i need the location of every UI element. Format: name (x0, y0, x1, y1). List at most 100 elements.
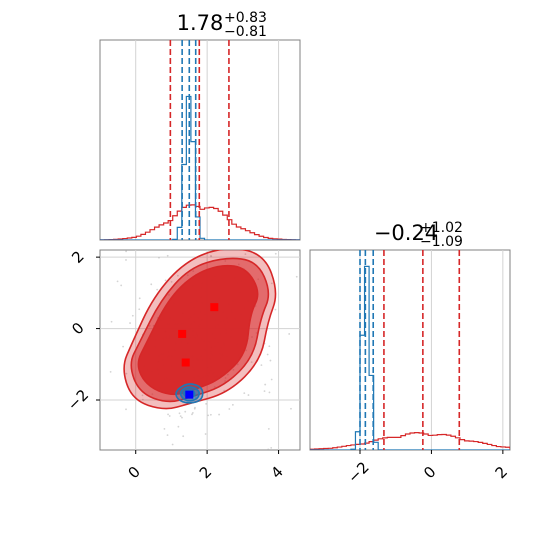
joint-sample-point (188, 247, 190, 249)
marginal-y-tick-label: −2 (344, 458, 372, 486)
joint-sample-point (138, 297, 141, 300)
joint-sample-point (209, 255, 212, 257)
joint-sample-point (270, 378, 273, 381)
joint-sample-point (205, 402, 208, 405)
joint-sample-point (179, 415, 182, 418)
marginal-y-narrow-histogram (310, 265, 510, 450)
joint-sample-point (263, 390, 266, 393)
joint-sample-point (266, 353, 269, 356)
marginal-y-tick-label: 0 (420, 463, 439, 482)
joint-sample-point (191, 413, 193, 416)
joint-broad-contour (137, 264, 259, 396)
marginal-y-median: −0.24 (374, 221, 438, 245)
joint-sample-point (166, 254, 169, 257)
joint-sample-point (93, 501, 95, 503)
joint-sample-point (295, 275, 298, 278)
joint-sample-point (172, 453, 174, 455)
marginal-panel-y: −2 0 2 −0.24 +1.02 −1.09 (309, 220, 511, 487)
joint-sample-point (233, 243, 235, 245)
marginal-x-median: 1.78 (177, 11, 224, 35)
marginal-x-title: 1.78 (177, 11, 224, 35)
joint-broad-marker (178, 329, 187, 338)
joint-sample-point (168, 415, 171, 417)
joint-narrow-marker (185, 390, 194, 399)
joint-sample-point (247, 394, 250, 396)
joint-sample-point (207, 414, 210, 417)
joint-content (123, 250, 277, 410)
joint-sample-point (125, 408, 127, 411)
joint-x-tick-label: 4 (267, 463, 286, 482)
joint-sample-point (122, 345, 125, 348)
joint-sample-point (209, 413, 212, 416)
joint-sample-point (156, 288, 159, 291)
joint-sample-point (288, 333, 291, 335)
joint-sample-point (250, 361, 253, 364)
joint-sample-point (274, 308, 277, 311)
joint-sample-point (264, 383, 267, 386)
joint-sample-point (125, 372, 128, 375)
joint-sample-point (228, 408, 231, 410)
joint-sample-point (267, 427, 270, 430)
joint-sample-point (270, 282, 273, 285)
joint-broad-marker (210, 303, 219, 312)
joint-y-tick-label: 0 (68, 319, 87, 338)
joint-sample-point (182, 435, 185, 438)
joint-sample-point (129, 322, 131, 324)
marginal-x-content (100, 40, 300, 240)
joint-sample-point (178, 412, 181, 415)
joint-y-ticks: −2 0 2 (64, 247, 100, 414)
joint-sample-point (268, 345, 271, 348)
joint-sample-point (116, 280, 119, 283)
marginal-y-frame (309, 249, 511, 451)
joint-sample-point (204, 433, 207, 435)
joint-sample-point (31, 451, 33, 453)
joint-sample-point (167, 413, 169, 416)
joint-sample-point (171, 443, 174, 446)
joint-sample-point (218, 413, 221, 416)
joint-sample-point (176, 274, 179, 277)
joint-sample-point (125, 250, 128, 253)
joint-sample-point (244, 253, 247, 256)
joint-sample-point (164, 246, 166, 248)
joint-sample-point (243, 392, 246, 395)
marginal-y-lower: −1.09 (420, 234, 463, 250)
joint-sample-point (158, 256, 160, 259)
joint-sample-point (163, 428, 166, 430)
marginal-x-upper: +0.83 (224, 10, 267, 26)
marginal-y-title: −0.24 (374, 221, 438, 245)
joint-y-tick-label: 2 (68, 247, 87, 266)
joint-sample-point (164, 279, 167, 282)
joint-y-tick-label: −2 (64, 386, 92, 414)
joint-x-ticks: 0 2 4 (124, 450, 287, 482)
joint-sample-point (270, 447, 273, 449)
joint-sample-point (125, 259, 127, 261)
joint-sample-point (109, 370, 112, 373)
joint-sample-point (131, 314, 134, 317)
joint-sample-point (193, 407, 196, 410)
joint-sample-point (184, 410, 187, 413)
joint-sample-point (150, 283, 153, 286)
joint-sample-point (170, 281, 173, 283)
marginal-panel-x: 1.78 +0.83 −0.81 (99, 10, 301, 241)
joint-x-tick-label: 0 (124, 463, 143, 482)
marginal-y-broad-histogram (310, 432, 510, 450)
marginal-x-lower: −0.81 (224, 24, 267, 40)
joint-sample-point (225, 449, 227, 450)
joint-sample-point (138, 308, 141, 311)
joint-sample-point (274, 252, 277, 255)
joint-sample-point (141, 394, 144, 397)
joint-sample-point (110, 320, 113, 323)
joint-sample-point (260, 364, 263, 366)
joint-sample-point (231, 403, 234, 406)
joint-sample-point (166, 434, 169, 437)
joint-x-tick-label: 2 (196, 463, 215, 482)
joint-sample-point (269, 359, 272, 362)
joint-broad-marker (181, 358, 190, 367)
marginal-y-content (310, 250, 510, 450)
marginal-y-upper: +1.02 (420, 220, 463, 236)
marginal-x-grid (135, 40, 280, 240)
joint-sample-point (176, 461, 178, 463)
joint-sample-point (268, 391, 271, 394)
joint-sample-point (141, 398, 144, 401)
